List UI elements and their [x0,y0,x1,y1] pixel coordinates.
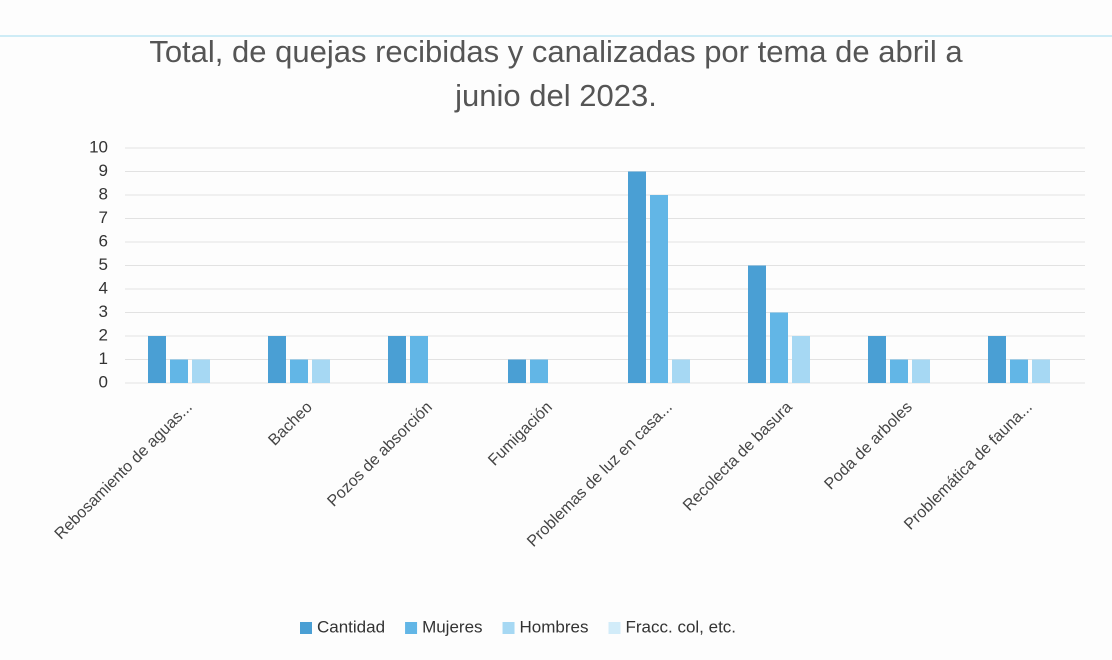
y-tick-label: 2 [99,325,108,344]
x-tick-label: Bacheo [265,399,315,449]
y-tick-label: 4 [99,278,108,297]
bar [170,359,188,383]
y-tick-label: 1 [99,349,108,368]
legend-label: Fracc. col, etc. [626,617,737,636]
bar [792,336,810,383]
y-tick-label: 6 [99,231,108,250]
x-tick-label: Fumigación [485,399,556,470]
legend-label: Cantidad [317,617,385,636]
bar [890,359,908,383]
y-tick-label: 10 [89,137,108,156]
y-tick-label: 5 [99,255,108,274]
y-tick-label: 7 [99,208,108,227]
bar [628,171,646,383]
legend-label: Hombres [520,617,589,636]
bar [988,336,1006,383]
legend-swatch [608,622,621,634]
x-tick-label: Problemas de luz en casa... [524,399,676,551]
bar [1010,359,1028,383]
y-tick-label: 0 [99,372,108,391]
bar [290,359,308,383]
bar [148,336,166,383]
x-tick-label: Poda de arboles [821,399,915,493]
bar [748,265,766,383]
bar [770,312,788,383]
legend-swatch [300,622,312,634]
legend-label: Mujeres [422,617,482,636]
bar [388,336,406,383]
x-tick-label: Pozos de absorción [324,399,435,510]
bar [912,359,930,383]
legend-swatch [405,622,418,634]
y-tick-label: 3 [99,302,108,321]
bar [650,195,668,383]
x-tick-label: Recolecta de basura [680,399,796,515]
bar [1032,359,1050,383]
bar [192,359,210,383]
x-tick-label: Problemática de fauna... [901,399,1036,534]
legend-swatch [502,622,515,634]
y-tick-label: 8 [99,184,108,203]
bar [672,359,690,383]
bar [410,336,428,383]
x-tick-label: Rebosamiento de aguas... [52,399,196,543]
bar [530,359,548,383]
bar [312,359,330,383]
bar [268,336,286,383]
bar [508,359,526,383]
chart-title: Total, de quejas recibidas y canalizadas… [149,34,963,113]
y-tick-label: 9 [99,161,108,180]
bar [868,336,886,383]
